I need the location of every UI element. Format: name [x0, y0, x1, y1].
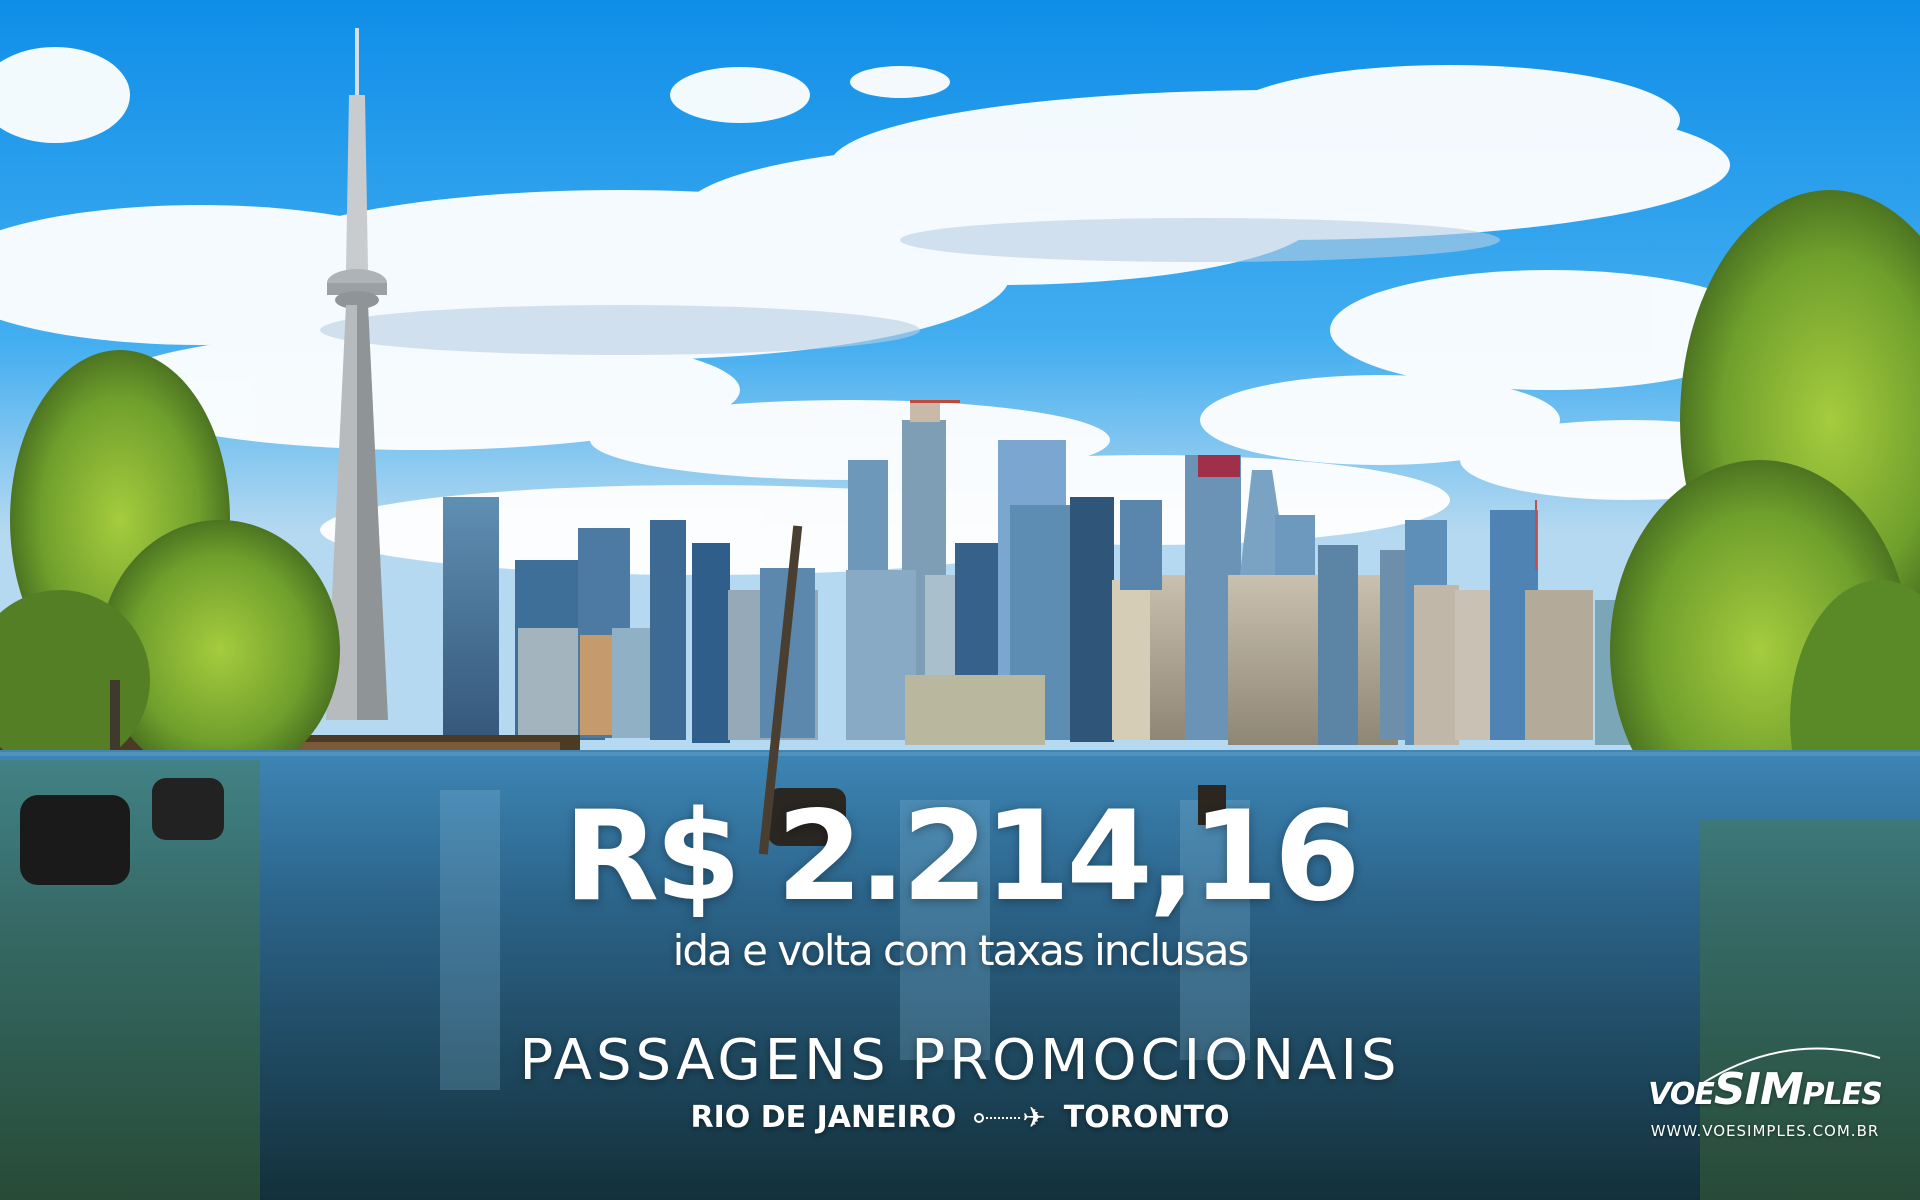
- logo-brand: VOESIMPLES: [1648, 1064, 1883, 1115]
- voesimples-logo: VOESIMPLES WWW.VOESIMPLES.COM.BR: [1625, 1040, 1905, 1150]
- tire-pilings: [20, 525, 1226, 885]
- price: R$ 2.214,16: [563, 785, 1361, 929]
- left-tree: [0, 350, 340, 780]
- airplane-icon: ✈: [974, 1104, 1046, 1132]
- logo-swoosh-icon: [1699, 1047, 1881, 1086]
- headline: PASSAGENS PROMOCIONAIS: [519, 1028, 1401, 1093]
- price-subtitle: ida e volta com taxas inclusas: [672, 926, 1250, 975]
- origin-city: RIO DE JANEIRO: [690, 1100, 957, 1135]
- destination-city: TORONTO: [1063, 1100, 1230, 1135]
- cn-tower: [326, 28, 388, 720]
- logo-url: WWW.VOESIMPLES.COM.BR: [1650, 1122, 1880, 1140]
- route: RIO DE JANEIRO ✈ TORONTO: [0, 1103, 1920, 1133]
